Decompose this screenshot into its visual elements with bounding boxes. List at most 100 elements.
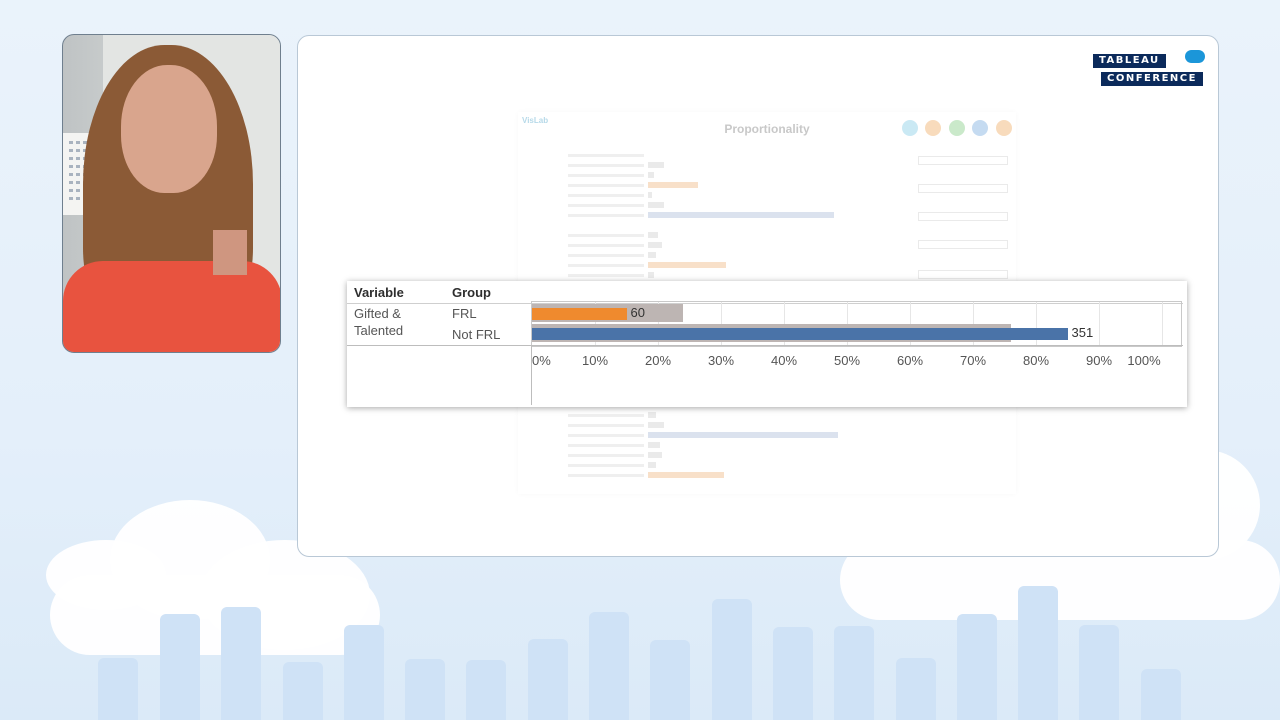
background-bar xyxy=(344,625,384,720)
calendar-cell xyxy=(69,173,73,176)
calendar-cell xyxy=(69,181,73,184)
header-divider xyxy=(347,303,1183,304)
dashboard-toolbar xyxy=(902,120,1015,141)
dashboard-bar xyxy=(648,422,664,428)
background-bar xyxy=(405,659,445,720)
dashboard-bar xyxy=(648,442,660,448)
dashboard-logo: VisLab xyxy=(522,116,549,125)
dashboard-row-label xyxy=(568,174,644,177)
bar-data-label: 351 xyxy=(1071,325,1094,340)
presenter-neck xyxy=(213,230,247,275)
dashboard-row-label xyxy=(568,254,644,257)
dashboard-row-label xyxy=(568,414,644,417)
calendar-cell xyxy=(69,197,73,200)
dashboard-row-label xyxy=(568,434,644,437)
presenter-video xyxy=(62,34,281,353)
dashboard-bar xyxy=(648,202,664,208)
dashboard-bar xyxy=(648,242,662,248)
x-tick-label: 0% xyxy=(532,353,551,368)
presenter-shirt xyxy=(63,261,280,352)
background-bar xyxy=(712,599,752,720)
dashboard-filter xyxy=(918,270,1008,279)
dashboard-bar xyxy=(648,432,838,438)
x-tick-label: 50% xyxy=(833,353,861,368)
search-icon xyxy=(948,120,965,136)
background-bar xyxy=(1079,625,1119,720)
background-bar xyxy=(896,658,936,720)
calendar-cell xyxy=(69,157,73,160)
dashboard-row-label xyxy=(568,244,644,247)
dashboard-filter xyxy=(918,212,1008,221)
background-bar xyxy=(221,607,261,720)
dashboard-row-label xyxy=(568,184,644,187)
group-label-not-frl: Not FRL xyxy=(452,327,501,342)
dashboard-row-label xyxy=(568,464,644,467)
calendar-cell xyxy=(76,141,80,144)
variable-header: Variable xyxy=(354,285,404,300)
dashboard-row-label xyxy=(568,214,644,217)
dashboard-row-label xyxy=(568,424,644,427)
calendar-cell xyxy=(76,189,80,192)
background-bar xyxy=(283,662,323,720)
dashboard-row-label xyxy=(568,234,644,237)
background-bar xyxy=(957,614,997,720)
calendar-cell xyxy=(76,173,80,176)
presenter-face xyxy=(121,65,217,193)
background-bar xyxy=(834,626,874,720)
calendar-cell xyxy=(76,181,80,184)
dashboard-row-label xyxy=(568,454,644,457)
tableau-conference-logo: TABLEAU CONFERENCE xyxy=(1093,50,1206,86)
x-tick-label: 100% xyxy=(1127,353,1161,368)
background-bar xyxy=(773,627,813,720)
x-tick-label: 90% xyxy=(1085,353,1113,368)
dashboard-bar xyxy=(648,172,654,178)
dashboard-filter xyxy=(918,156,1008,165)
x-tick-label: 70% xyxy=(959,353,987,368)
dashboard-filter xyxy=(918,240,1008,249)
dashboard-row-label xyxy=(568,474,644,477)
dashboard-row-label xyxy=(568,164,644,167)
group-header: Group xyxy=(452,285,491,300)
dashboard-row-label xyxy=(568,154,644,157)
variable-label-line-1: Gifted & xyxy=(354,306,401,321)
dashboard-bar xyxy=(648,412,656,418)
calendar-cell xyxy=(69,165,73,168)
background-bar xyxy=(1018,586,1058,720)
dashboard-bar xyxy=(648,162,664,168)
axis-divider xyxy=(347,345,1183,346)
dashboard-row-label xyxy=(568,204,644,207)
background-bar xyxy=(528,639,568,720)
variable-label-line-2: Talented xyxy=(354,323,404,338)
filter-icon xyxy=(925,120,942,136)
background-bar xyxy=(160,614,200,720)
dashboard-bar xyxy=(648,232,658,238)
salesforce-cloud-icon xyxy=(1185,50,1205,63)
plot-area xyxy=(531,301,1182,347)
dashboard-row-label xyxy=(568,444,644,447)
calendar-cell xyxy=(69,189,73,192)
x-tick-label: 80% xyxy=(1022,353,1050,368)
calendar-cell xyxy=(83,141,87,144)
bar-not-frl[interactable] xyxy=(532,328,1068,340)
dashboard-title: Proportionality xyxy=(724,122,810,136)
bar-data-label: 60 xyxy=(630,305,645,320)
zoomed-chart-panel: Variable Group Gifted & Talented FRL Not… xyxy=(347,281,1187,407)
dashboard-filter xyxy=(918,184,1008,193)
bar-frl[interactable] xyxy=(532,308,627,320)
logo-line-1: TABLEAU xyxy=(1093,54,1166,68)
dashboard-bar xyxy=(648,472,724,478)
calendar-cell xyxy=(69,149,73,152)
x-tick-label: 60% xyxy=(896,353,924,368)
calendar-cell xyxy=(76,197,80,200)
x-tick-label: 20% xyxy=(644,353,672,368)
x-tick-label: 40% xyxy=(770,353,798,368)
grid-line xyxy=(1036,302,1037,346)
background-cloud xyxy=(110,500,270,620)
x-tick-label: 10% xyxy=(581,353,609,368)
dashboard-row-label xyxy=(568,274,644,277)
calendar-cell xyxy=(69,141,73,144)
x-tick-label: 30% xyxy=(707,353,735,368)
download-icon xyxy=(972,120,989,136)
calendar-cell xyxy=(76,149,80,152)
dashboard-bar xyxy=(648,462,656,468)
